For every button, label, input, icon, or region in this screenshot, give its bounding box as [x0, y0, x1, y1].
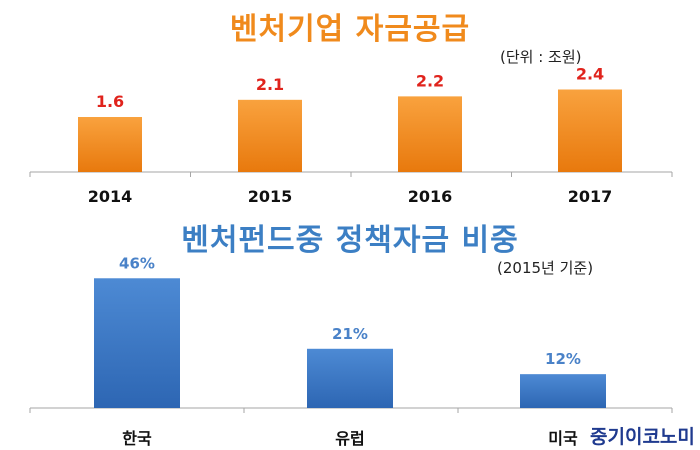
chart2-category-label: 유럽: [335, 429, 364, 448]
chart1-category-label: 2014: [88, 187, 133, 206]
chart1-value-label: 2.4: [576, 65, 604, 84]
watermark-logo: 중기이코노미: [590, 426, 695, 448]
chart2-value-label: 21%: [332, 325, 368, 343]
chart1-category-label: 2015: [248, 187, 293, 206]
chart2-bar-유럽: [307, 348, 393, 408]
chart1-value-label: 2.1: [256, 75, 284, 94]
chart2-title: 벤처펀드중 정책자금 비중: [181, 223, 519, 258]
chart1-category-label: 2017: [568, 187, 613, 206]
chart1-plot: 1.6 2014 2.1 2015 2.2 2016 2.4 2017: [29, 65, 673, 206]
chart1-title: 벤처기업 자금공급: [229, 12, 471, 47]
chart2-value-label: 46%: [119, 254, 155, 272]
chart1-bar-2016: [398, 96, 462, 172]
chart1-unit-label: (단위 : 조원): [500, 48, 582, 66]
chart2-unit-label: (2015년 기준): [497, 259, 594, 277]
chart1-value-label: 1.6: [96, 92, 124, 111]
chart2-bar-미국: [520, 374, 606, 408]
chart1-bar-2017: [558, 89, 622, 172]
chart1-value-label: 2.2: [416, 71, 444, 90]
chart1-category-label: 2016: [408, 187, 453, 206]
chart2-category-label: 한국: [122, 429, 152, 448]
chart2-category-label: 미국: [548, 429, 578, 448]
chart1-bar-2015: [238, 99, 302, 172]
chart2-bar-한국: [94, 278, 180, 408]
chart2-value-label: 12%: [545, 350, 581, 368]
chart2-plot: 46% 한국 21% 유럽 12% 미국: [29, 254, 673, 448]
chart1-bar-2014: [78, 117, 142, 172]
